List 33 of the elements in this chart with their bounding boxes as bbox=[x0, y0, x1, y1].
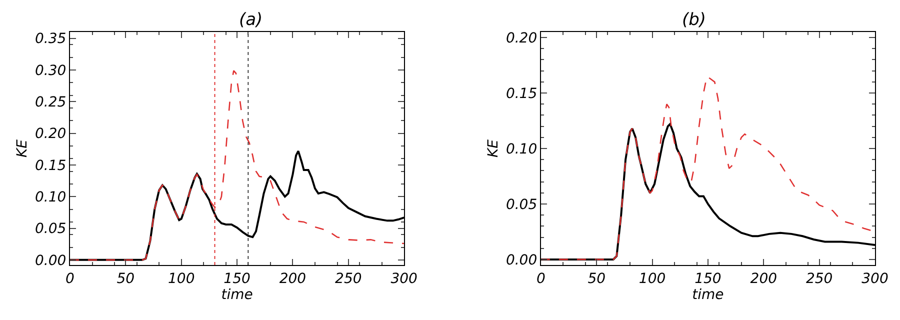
x-tick-label: 150 bbox=[224, 270, 250, 287]
x-tick-label: 250 bbox=[806, 270, 833, 287]
y-tick-label: 0.25 bbox=[35, 94, 66, 111]
x-axis-title: time bbox=[221, 286, 253, 303]
y-tick-label: 0.00 bbox=[35, 252, 66, 269]
x-tick-label: 0 bbox=[66, 270, 75, 287]
x-tick-label: 300 bbox=[862, 270, 888, 287]
y-tick-label: 0.30 bbox=[35, 62, 66, 79]
x-tick-label: 100 bbox=[638, 270, 666, 287]
y-tick-label: 0.20 bbox=[35, 126, 66, 142]
x-tick-label: 50 bbox=[588, 270, 606, 287]
y-tick-label: 0.15 bbox=[506, 86, 538, 102]
x-tick-label: 0 bbox=[536, 270, 546, 287]
x-tick-label: 250 bbox=[335, 270, 362, 287]
x-tick-label: 100 bbox=[168, 270, 195, 287]
y-tick-label: 0.10 bbox=[506, 141, 538, 158]
x-tick-label: 300 bbox=[390, 270, 418, 287]
y-axis-title: KE bbox=[14, 139, 31, 158]
y-tick-label: 0.05 bbox=[506, 196, 538, 213]
x-tick-label: 50 bbox=[116, 270, 135, 287]
x-tick-label: 200 bbox=[750, 270, 778, 287]
y-tick-label: 0.00 bbox=[506, 252, 538, 268]
chart-title: (b) bbox=[682, 10, 706, 30]
y-tick-label: 0.05 bbox=[35, 221, 66, 238]
chart-title: (a) bbox=[239, 10, 263, 30]
x-axis-title: time bbox=[692, 286, 724, 303]
y-tick-label: 0.20 bbox=[506, 30, 538, 46]
y-tick-label: 0.15 bbox=[35, 158, 66, 174]
y-tick-label: 0.35 bbox=[35, 31, 66, 48]
y-tick-label: 0.10 bbox=[35, 190, 66, 206]
y-axis-title: KE bbox=[486, 139, 502, 158]
x-tick-label: 200 bbox=[279, 270, 306, 287]
x-tick-label: 150 bbox=[694, 270, 722, 287]
